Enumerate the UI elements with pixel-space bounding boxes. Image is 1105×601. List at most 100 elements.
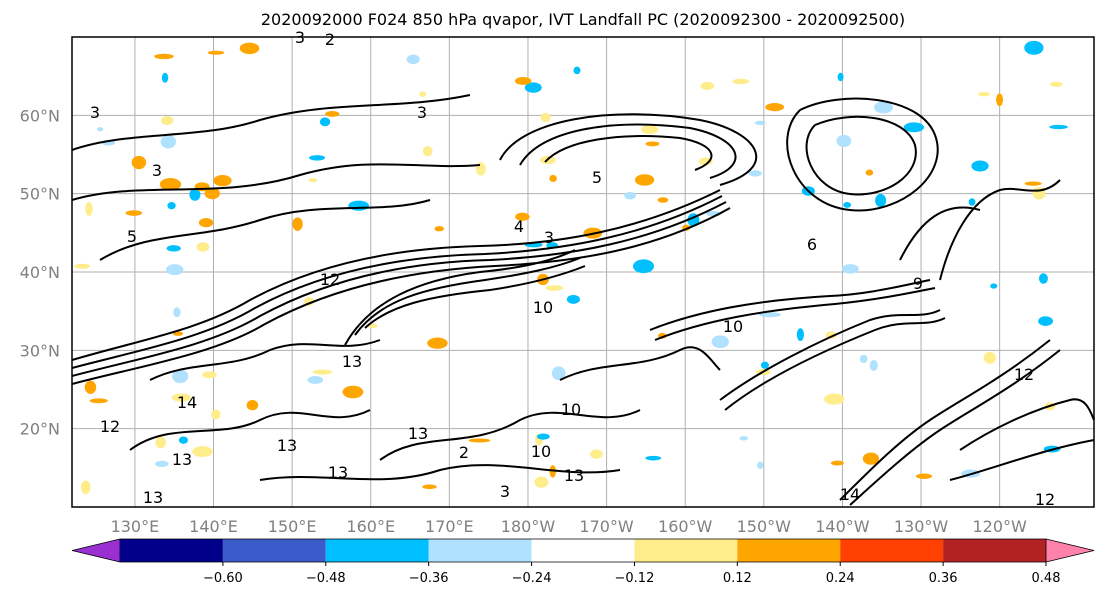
qvapor-shade-blob <box>657 197 669 203</box>
qvapor-shade-blob <box>202 371 217 379</box>
longitude-tick-label: 130°E <box>111 517 160 536</box>
latitude-tick-label: 20°N <box>20 420 60 439</box>
qvapor-shade-blob <box>1050 81 1063 87</box>
qvapor-shade-blob <box>968 198 976 206</box>
longitude-tick-label: 180°W <box>501 517 556 536</box>
qvapor-shading <box>74 40 1068 495</box>
qvapor-shade-blob <box>246 400 259 411</box>
qvapor-shade-blob <box>307 375 324 384</box>
contour-label: 10 <box>723 317 743 336</box>
longitude-tick-label: 160°E <box>346 517 395 536</box>
qvapor-shade-blob <box>1024 40 1044 55</box>
colorbar-segment <box>428 539 532 562</box>
qvapor-shade-blob <box>796 328 805 342</box>
qvapor-shade-blob <box>524 82 542 93</box>
figure-title: 2020092000 F024 850 hPa qvapor, IVT Land… <box>261 10 905 29</box>
contour-label: 10 <box>561 400 581 419</box>
qvapor-shade-blob <box>213 174 232 187</box>
qvapor-shade-blob <box>983 351 996 364</box>
contour-label: 3 <box>500 482 510 501</box>
subtropical-contour <box>839 339 1051 501</box>
qvapor-shade-blob <box>154 53 174 60</box>
jet-contour <box>71 195 723 369</box>
qvapor-shade-blob <box>74 263 91 269</box>
longitude-tick-label: 120°W <box>972 517 1027 536</box>
qvapor-shade-blob <box>765 103 785 112</box>
qvapor-shade-blob <box>319 117 331 127</box>
qvapor-shade-blob <box>515 212 530 221</box>
contour-label: 3 <box>152 161 162 180</box>
longitude-tick-label: 140°E <box>189 517 238 536</box>
contour-label: 13 <box>328 463 348 482</box>
contour-label: 14 <box>840 485 860 504</box>
qvapor-shade-blob <box>551 366 566 381</box>
qvapor-shade-blob <box>292 217 303 231</box>
qvapor-shade-blob <box>155 460 169 467</box>
qvapor-shade-blob <box>160 134 176 149</box>
colorbar-extend-high <box>1045 538 1095 563</box>
ivt-contours <box>71 94 1095 506</box>
qvapor-shade-blob <box>837 72 844 82</box>
qvapor-shade-blob <box>468 438 491 443</box>
colorbar-tick-label: −0.60 <box>203 571 243 586</box>
qvapor-shade-blob <box>1038 273 1048 284</box>
qvapor-shade-blob <box>549 174 557 183</box>
qvapor-shade-blob <box>862 452 879 465</box>
qvapor-shade-blob <box>759 312 781 318</box>
latitude-tick-label: 50°N <box>20 185 60 204</box>
tropical-contour <box>259 464 621 481</box>
high-contour <box>786 97 939 212</box>
qvapor-shade-blob <box>171 393 191 402</box>
colorbar: −0.60 −0.48 −0.36 −0.24 −0.12 0.12 0.24 0.36 0.4… <box>71 538 1095 586</box>
qvapor-shade-blob <box>573 66 581 75</box>
jet-contour <box>364 265 586 329</box>
low-contour <box>519 123 737 179</box>
contour-label: 10 <box>531 442 551 461</box>
longitude-tick-label: 170°W <box>579 517 634 536</box>
qvapor-shade-blob <box>990 283 998 289</box>
qvapor-shade-blob <box>84 380 97 394</box>
low-contour <box>499 113 758 186</box>
tropical-contour <box>559 346 721 381</box>
tropical-contour <box>129 409 371 451</box>
colorbar-tick-label: −0.12 <box>615 571 655 586</box>
colorbar-tick-label: −0.36 <box>409 571 449 586</box>
colorbar-segment <box>840 539 944 562</box>
qvapor-shade-blob <box>711 335 729 349</box>
jet-contour <box>71 207 731 385</box>
colorbar-extend-low <box>71 538 121 563</box>
qvapor-shade-blob <box>89 398 108 404</box>
longitude-tick-label: 150°E <box>268 517 317 536</box>
longitude-tick-label: 130°W <box>894 517 949 536</box>
qvapor-shade-blob <box>309 155 326 161</box>
qvapor-shade-blob <box>977 92 991 97</box>
qvapor-shade-blob <box>645 455 662 461</box>
contour-label: 2 <box>459 443 469 462</box>
colorbar-tick-label: −0.48 <box>306 571 346 586</box>
qvapor-shade-blob <box>131 155 147 170</box>
longitude-tick-label: 170°E <box>425 517 474 536</box>
qvapor-shade-blob <box>97 127 104 132</box>
qvapor-shade-blob <box>422 484 437 490</box>
qvapor-shade-blob <box>406 54 420 65</box>
qvapor-shade-blob <box>915 473 933 479</box>
subtropical-contour <box>654 287 936 341</box>
colorbar-tick-label: 0.36 <box>929 571 958 586</box>
qvapor-shade-blob <box>748 170 762 177</box>
qvapor-shade-blob <box>189 188 201 201</box>
north-contour <box>71 163 481 201</box>
east-contour <box>939 179 1061 281</box>
contour-label: 13 <box>143 488 163 507</box>
qvapor-shade-blob <box>540 112 551 123</box>
jet-contour <box>71 201 727 377</box>
qvapor-shade-blob <box>757 461 764 469</box>
contour-label: 12 <box>320 270 340 289</box>
qvapor-shade-blob <box>874 101 893 114</box>
jet-contour <box>344 249 576 346</box>
contour-label: 5 <box>592 168 602 187</box>
qvapor-shade-blob <box>198 217 214 228</box>
qvapor-shade-blob <box>590 449 603 459</box>
qvapor-shade-blob <box>634 174 655 186</box>
contour-label: 4 <box>514 217 524 236</box>
